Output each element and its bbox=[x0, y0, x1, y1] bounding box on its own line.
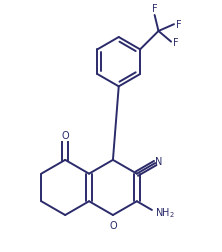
Text: NH$_2$: NH$_2$ bbox=[155, 205, 175, 219]
Text: O: O bbox=[61, 130, 69, 140]
Text: F: F bbox=[152, 4, 157, 14]
Text: F: F bbox=[173, 38, 179, 47]
Text: F: F bbox=[176, 20, 182, 30]
Text: N: N bbox=[155, 156, 162, 166]
Text: O: O bbox=[109, 220, 117, 230]
